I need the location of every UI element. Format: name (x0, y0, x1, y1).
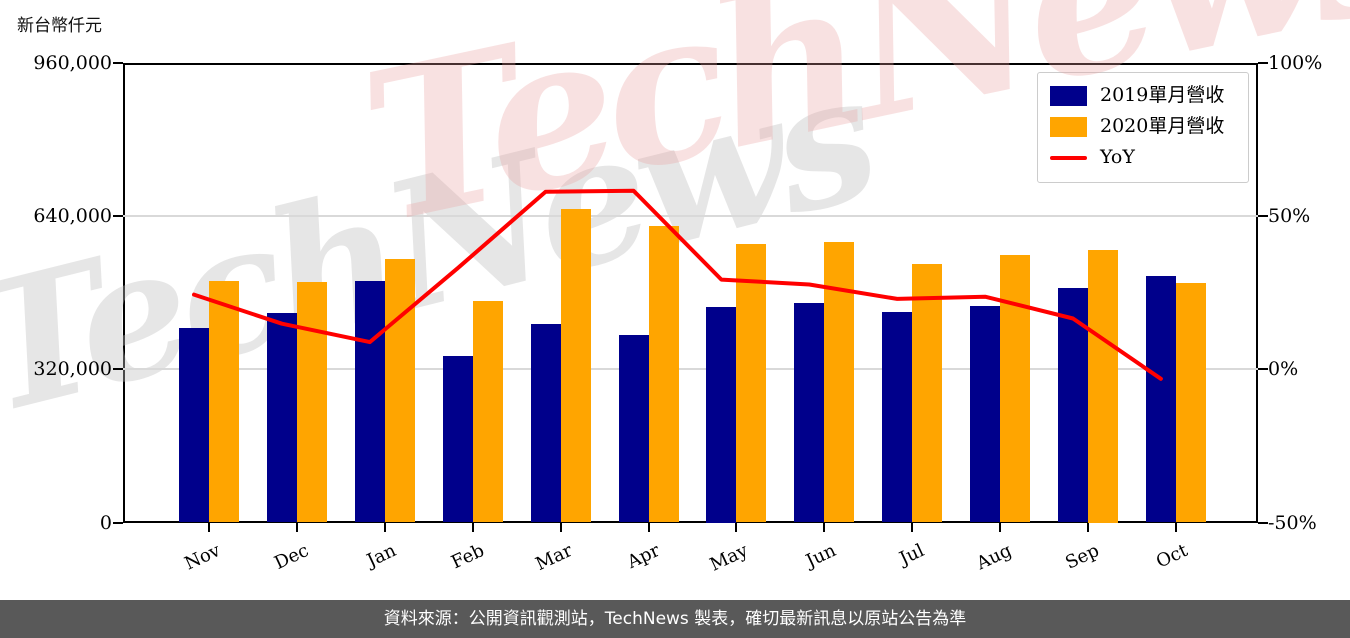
bar-2020單月營收-Feb (472, 300, 503, 523)
axis-unit-label: 新台幣仟元 (17, 16, 102, 36)
bar-2019單月營收-Apr (618, 335, 649, 523)
axis-tick (1258, 368, 1268, 371)
legend-swatch-bar (1050, 116, 1087, 137)
legend-item-3: YoY (1050, 144, 1236, 171)
y-axis-left-tick-label: 640,000 (33, 205, 112, 228)
bar-2020單月營收-Aug (1000, 254, 1031, 523)
axis-tick (471, 522, 474, 532)
axis-tick (113, 521, 123, 524)
legend: 2019單月營收 2020單月營收 YoY (1037, 72, 1249, 183)
y-axis-right-tick-label: 0% (1268, 358, 1299, 381)
bar-2019單月營收-Sep (1058, 288, 1088, 523)
bar-2019單月營收-Dec (266, 313, 297, 523)
bar-2020單月營收-May (736, 243, 767, 523)
bar-2020單月營收-Mar (560, 209, 591, 523)
axis-tick (1087, 522, 1089, 532)
legend-swatch-bar (1050, 85, 1087, 106)
bar-2020單月營收-Sep (1088, 249, 1118, 523)
bar-2019單月營收-Jul (882, 311, 913, 523)
bar-2020單月營收-Dec (296, 282, 327, 523)
y-axis-left-tick-label: 320,000 (33, 358, 112, 381)
axis-tick (823, 522, 826, 532)
axis-tick (1258, 521, 1268, 524)
bar-2020單月營收-Apr (648, 226, 679, 523)
legend-item-2: 2020單月營收 (1050, 113, 1236, 140)
bar-2019單月營收-Mar (530, 324, 561, 523)
bar-2019單月營收-May (706, 307, 737, 523)
y-axis-right-tick-label: 50% (1268, 205, 1311, 228)
bar-2019單月營收-Aug (970, 306, 1001, 523)
axis-tick (1258, 215, 1268, 218)
y-axis-right-tick-label: -50% (1268, 511, 1317, 534)
legend-label: 2020單月營收 (1100, 115, 1225, 137)
axis-tick (208, 522, 210, 532)
axis-tick (113, 368, 123, 371)
bar-2020單月營收-Jul (912, 263, 943, 523)
axis-tick (647, 522, 650, 532)
bar-2019單月營收-Feb (442, 355, 473, 523)
legend-label: YoY (1100, 146, 1135, 168)
legend-label: 2019單月營收 (1100, 84, 1225, 106)
bar-2020單月營收-Jan (384, 259, 415, 523)
y-axis-right-tick-label: 100% (1268, 52, 1323, 74)
axis-tick (113, 215, 123, 218)
legend-swatch-yoy-line (1050, 155, 1087, 160)
axis-tick (999, 522, 1002, 532)
bar-2019單月營收-Jun (794, 303, 825, 523)
axis-tick (295, 522, 298, 532)
legend-item-1: 2019單月營收 (1050, 82, 1236, 109)
axis-tick (383, 522, 386, 532)
axis-tick (113, 62, 123, 64)
bar-2019單月營收-Oct (1145, 275, 1176, 523)
axis-tick (1258, 62, 1268, 64)
axis-tick (911, 522, 914, 532)
bar-2019單月營收-Nov (179, 328, 209, 523)
bar-2020單月營收-Oct (1175, 283, 1206, 523)
y-axis-left-tick-label: 960,000 (33, 52, 112, 74)
footer-source-note: 資料來源：公開資訊觀測站，TechNews 製表，確切最新訊息以原站公告為準 (0, 600, 1350, 638)
axis-tick (735, 522, 738, 532)
bar-2020單月營收-Jun (824, 242, 855, 523)
axis-tick (1174, 522, 1177, 532)
axis-tick (559, 522, 562, 532)
bar-2020單月營收-Nov (209, 280, 239, 523)
bar-2019單月營收-Jan (354, 280, 385, 523)
y-axis-left-tick-label: 0 (99, 511, 112, 534)
